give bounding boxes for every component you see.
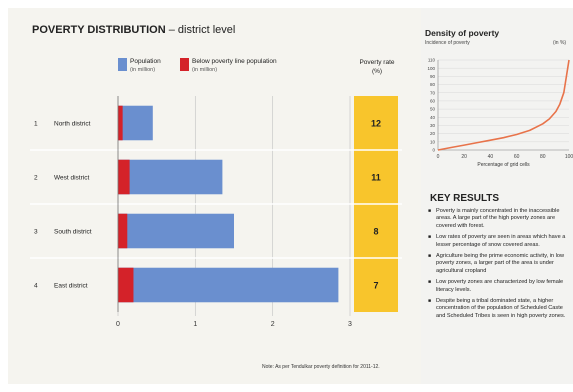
chart-title: POVERTY DISTRIBUTION – district level (32, 24, 235, 36)
bpl-bar (118, 159, 130, 195)
density-x-tick-label: 40 (488, 154, 494, 160)
population-bar (118, 213, 234, 249)
poverty-rate-value: 7 (373, 281, 378, 291)
density-y-tick-label: 60 (430, 99, 436, 104)
poverty-rate-header-line1: Poverty rate (359, 59, 395, 66)
density-xlabel: Percentage of grid cells (477, 162, 530, 168)
chart-title-main: POVERTY DISTRIBUTION (32, 24, 166, 36)
key-result-item: Agriculture being the prime economic act… (428, 253, 568, 275)
bpl-bar (118, 213, 128, 249)
key-result-item: Despite being a tribal dominated state, … (428, 298, 568, 320)
density-x-tick-label: 0 (437, 154, 440, 160)
district-label: West district (54, 175, 89, 182)
footnote: Note: As per Tendulkar poverty definitio… (262, 364, 380, 370)
key-result-item: Low poverty zones are characterized by l… (428, 279, 568, 294)
density-y-tick-label: 40 (430, 115, 436, 120)
x-tick-label: 1 (193, 321, 197, 328)
x-tick-label: 0 (116, 321, 120, 328)
poverty-rate-header: Poverty rate (%) (352, 58, 402, 76)
density-x-tick-label: 60 (514, 154, 520, 160)
poverty-rate-value: 12 (371, 119, 381, 129)
key-result-item: Low rates of poverty are seen in areas w… (428, 234, 568, 249)
density-line (437, 59, 570, 151)
population-bar (118, 267, 339, 303)
poverty-rate-value: 11 (371, 173, 381, 183)
legend-population: Population (in million) (118, 58, 161, 74)
density-y-tick-label: 0 (432, 148, 435, 153)
chart-title-sub: – district level (168, 24, 236, 36)
poverty-rate-header-line2: (%) (371, 68, 383, 75)
density-y-tick-label: 50 (430, 107, 436, 112)
legend-bpl-swatch (180, 58, 189, 71)
density-x-tick-label: 20 (461, 154, 467, 160)
density-x-tick-label: 80 (540, 154, 546, 160)
row-index-label: 1 (34, 121, 38, 128)
density-y-tick-label: 80 (430, 82, 436, 87)
bpl-bar (118, 105, 123, 141)
row-index-label: 3 (34, 229, 38, 236)
x-tick-label: 2 (271, 321, 275, 328)
district-label: South district (54, 229, 92, 236)
density-y-tick-label: 90 (430, 74, 436, 79)
density-yunit: (in %) (553, 40, 567, 46)
density-y-tick-label: 110 (428, 58, 436, 63)
key-results-list: Poverty is mainly concentrated in the in… (428, 208, 568, 324)
district-label: East district (54, 283, 88, 290)
legend-population-units: (in million) (130, 67, 156, 73)
density-y-tick-label: 30 (430, 123, 436, 128)
bar-chart-panel (8, 8, 421, 384)
legend-bpl-label: Below poverty line population (192, 58, 277, 65)
density-y-tick-label: 100 (427, 66, 435, 71)
legend-bpl: Below poverty line population (in million… (180, 58, 277, 74)
row-index-label: 4 (34, 283, 38, 290)
population-bar (118, 105, 153, 141)
bpl-bar (118, 267, 134, 303)
row-index-label: 2 (34, 175, 38, 182)
legend-population-swatch (118, 58, 127, 71)
key-results-title: KEY RESULTS (430, 193, 500, 204)
density-y-tick-label: 10 (430, 139, 436, 144)
density-ylabel: Incidence of poverty (425, 40, 470, 46)
density-y-tick-label: 70 (430, 90, 436, 95)
x-tick-label: 3 (348, 321, 352, 328)
population-bar (118, 159, 223, 195)
key-result-item: Poverty is mainly concentrated in the in… (428, 208, 568, 230)
district-label: North district (54, 121, 91, 128)
poverty-rate-value: 8 (373, 227, 378, 237)
side-panel (421, 8, 573, 384)
density-title: Density of poverty (425, 28, 500, 38)
density-y-tick-label: 20 (430, 131, 436, 136)
legend-bpl-units: (in million) (192, 67, 218, 73)
density-x-tick-label: 100 (565, 154, 573, 160)
legend-population-label: Population (130, 58, 161, 65)
